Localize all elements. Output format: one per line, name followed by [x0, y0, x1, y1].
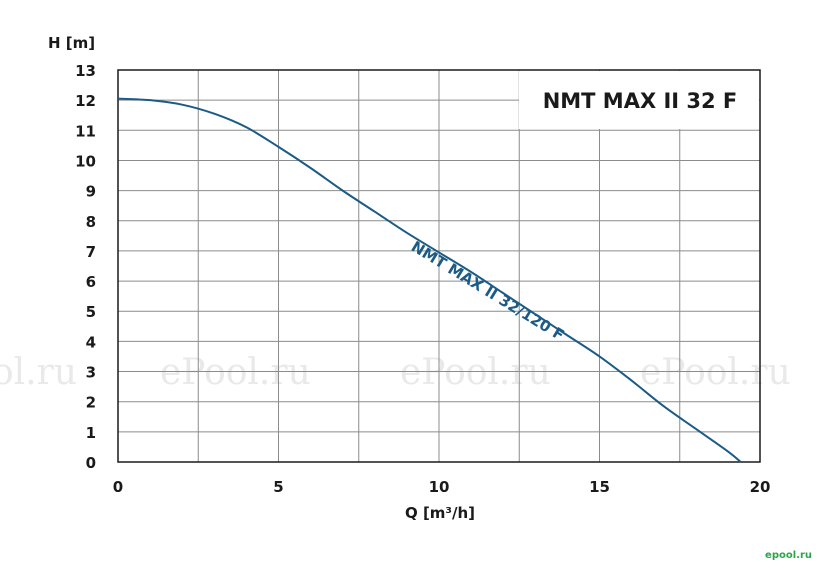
y-tick-label: 6 [86, 273, 96, 291]
y-tick-label: 7 [86, 243, 96, 261]
y-tick-label: 9 [86, 183, 96, 201]
title-box [519, 71, 759, 129]
y-tick-label: 3 [86, 364, 96, 382]
x-tick-label: 5 [273, 478, 283, 496]
chart-title: NMT MAX II 32 F [543, 89, 738, 113]
watermark-text: ol.ru [0, 352, 77, 393]
y-tick-label: 2 [86, 394, 96, 412]
watermark-text: ePool.ru [160, 352, 311, 393]
y-tick-label: 10 [75, 152, 96, 170]
y-tick-label: 0 [86, 454, 96, 472]
y-axis-label: H [m] [48, 34, 95, 52]
series-line [117, 97, 742, 463]
x-tick-labels: 0 5 10 15 20 [113, 478, 771, 496]
watermark-layer: ol.ru ePool.ru ePool.ru ePool.ru [0, 352, 791, 393]
y-tick-label: 4 [86, 333, 96, 351]
y-tick-label: 12 [75, 92, 96, 110]
y-tick-label: 1 [86, 424, 96, 442]
series-label: NMT MAX II 32/120 F [408, 237, 567, 344]
x-axis-label: Q [m³/h] [405, 504, 475, 522]
x-tick-label: 0 [113, 478, 123, 496]
x-tick-label: 15 [589, 478, 610, 496]
y-tick-label: 11 [75, 122, 96, 140]
y-tick-label: 5 [86, 303, 96, 321]
corner-watermark: epool.ru [765, 550, 812, 561]
watermark-text: ePool.ru [400, 352, 551, 393]
x-tick-label: 10 [429, 478, 450, 496]
y-tick-label: 8 [86, 213, 96, 231]
y-tick-label: 13 [75, 62, 96, 80]
x-tick-label: 20 [750, 478, 771, 496]
watermark-text: ePool.ru [640, 352, 791, 393]
plot-frame [117, 69, 761, 463]
